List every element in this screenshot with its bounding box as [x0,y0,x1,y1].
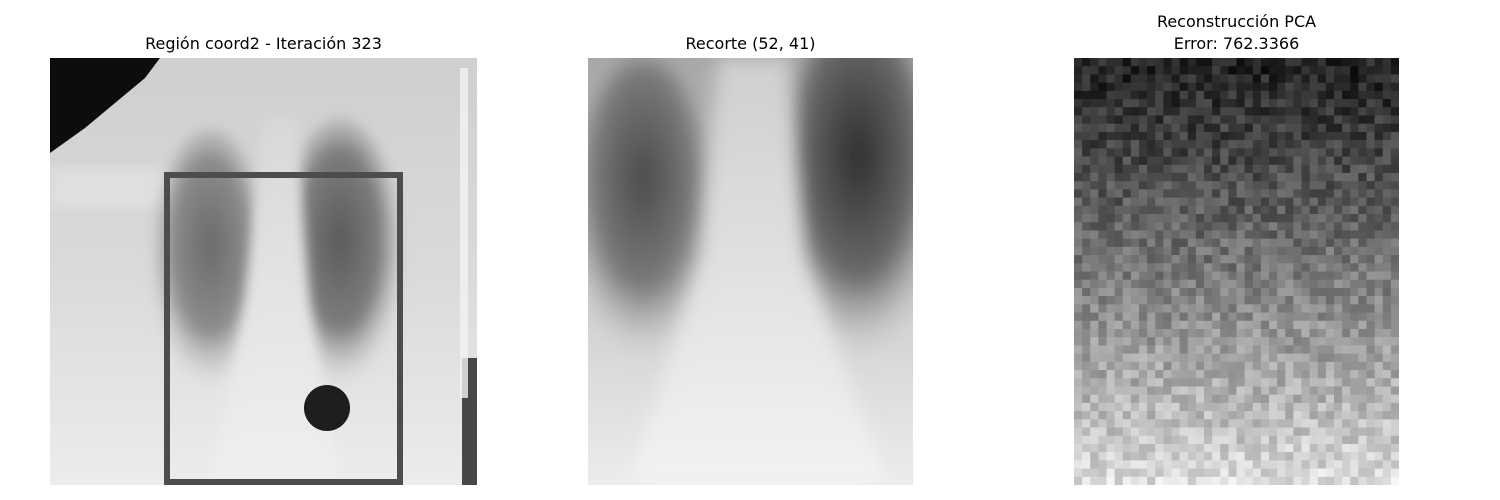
dark-corner [50,58,160,153]
panel-pca-title-line2: Error: 762.3366 [1173,34,1300,53]
left-lung [152,128,268,388]
crop-left-lung [588,58,713,358]
pca-reconstruction-svg [1074,58,1399,485]
xray-region-svg [50,58,477,485]
target-marker [304,385,350,431]
xray-region-image [50,58,477,485]
crop-svg [588,58,913,485]
region-box [164,172,403,485]
panel-crop-title: Recorte (52, 41) [685,34,816,53]
pca-reconstruction-image [1074,58,1399,485]
panel-pca-title-line1: Reconstrucción PCA [1156,12,1317,31]
panel-region-title: Región coord2 - Iteración 323 [145,34,382,53]
crop-image [588,58,913,485]
